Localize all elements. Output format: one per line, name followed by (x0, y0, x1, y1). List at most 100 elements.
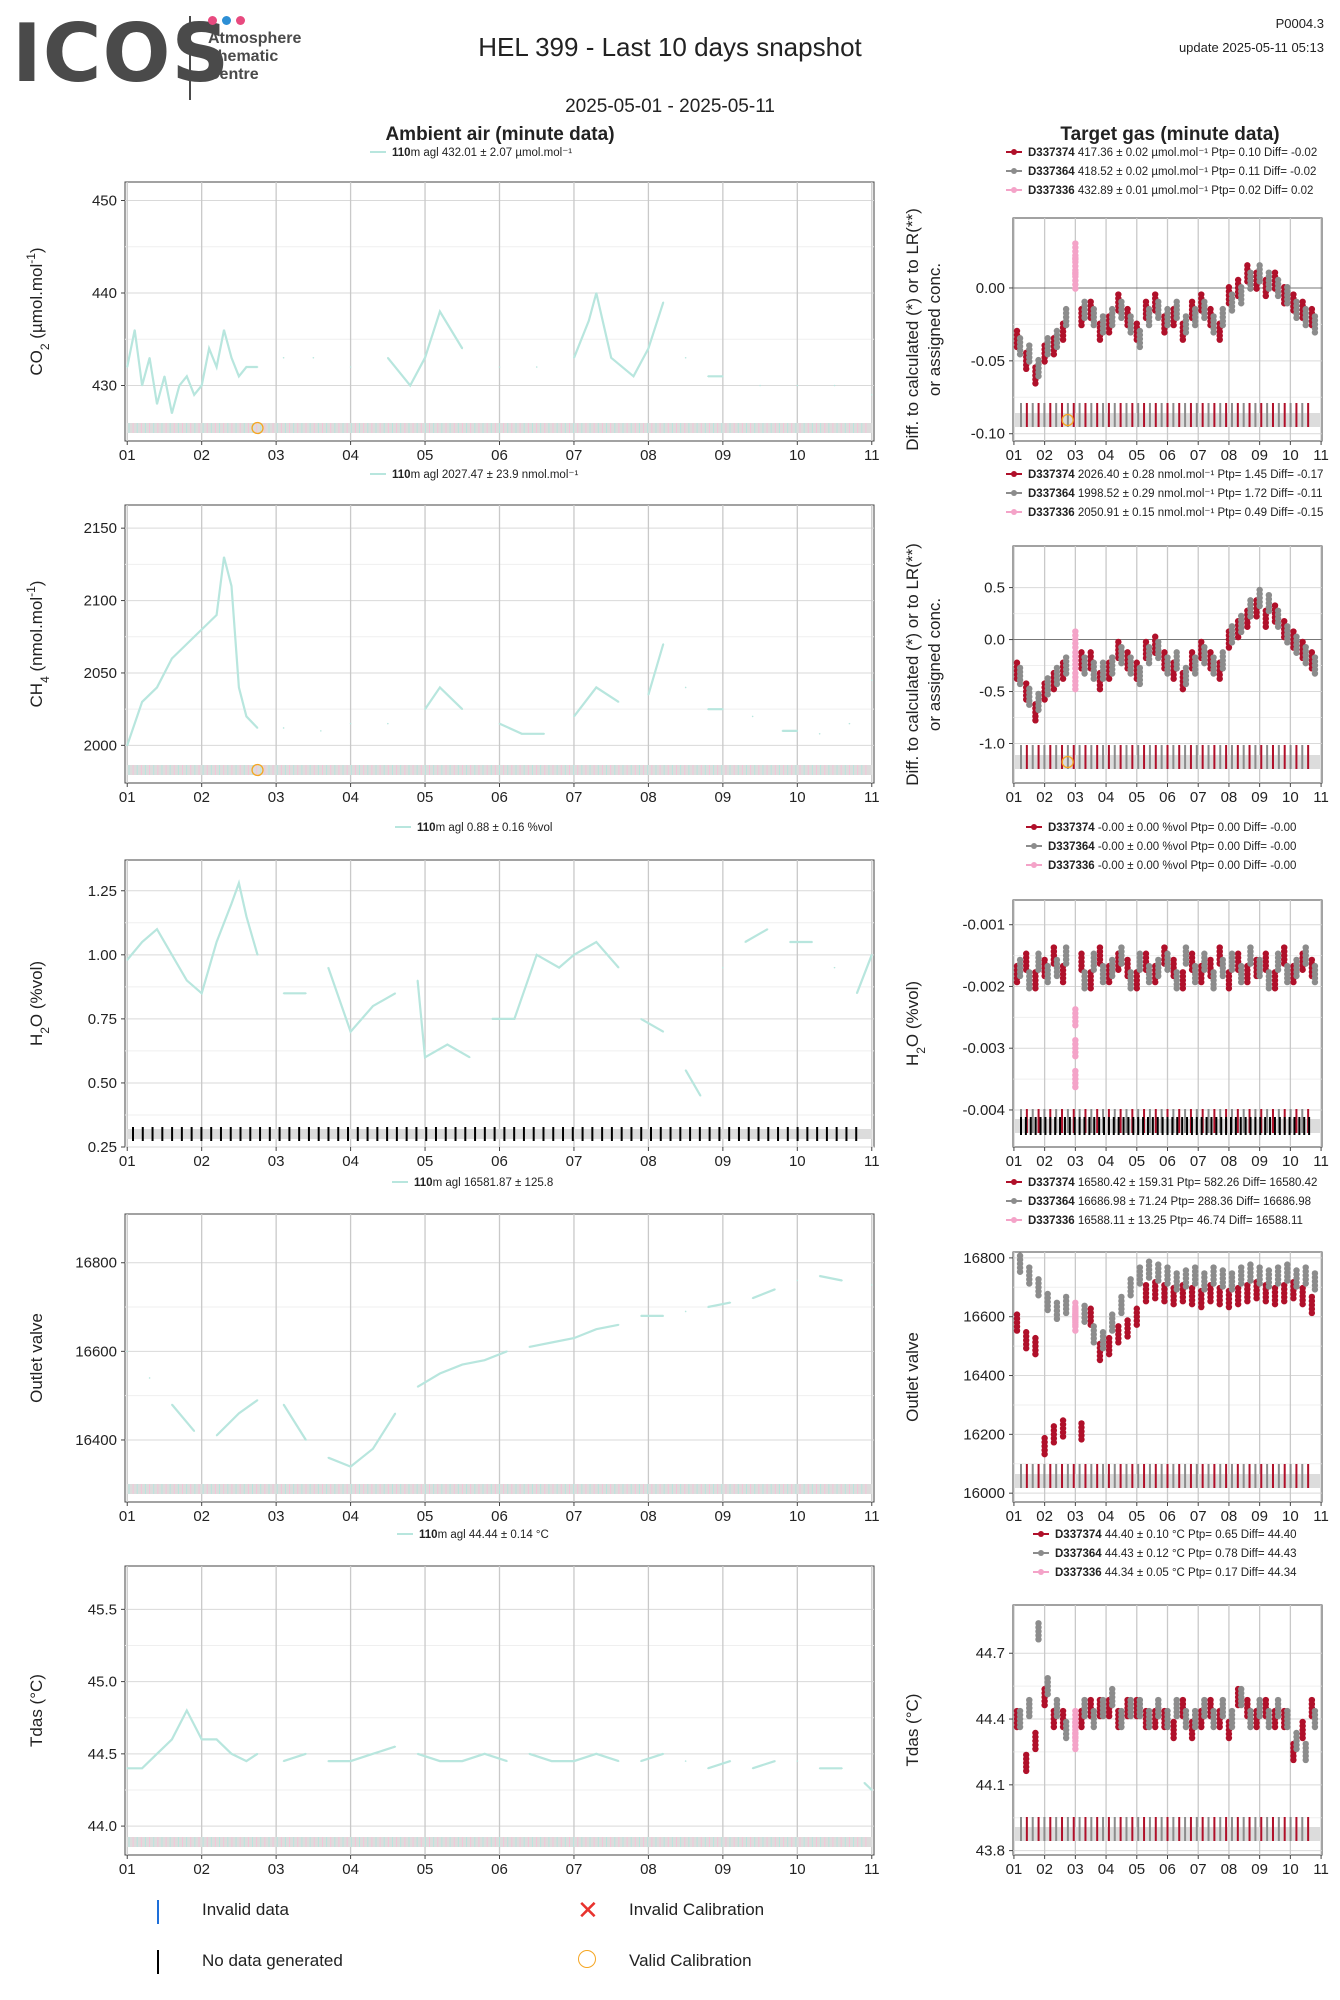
left-panel-4-point (796, 1760, 799, 1762)
left-panel-4-point (156, 1753, 158, 1755)
right-panel-0-point-D337364 (1274, 292, 1282, 300)
right-panel-1-legend-text: D337364 1998.52 ± 0.29 nmol.mol⁻¹ Ptp= 1… (1028, 488, 1323, 500)
right-panel-2-point-D337374 (1225, 985, 1233, 992)
right-panel-4-point-D337374 (1198, 1723, 1205, 1731)
right-panel-3-point-D337364 (1145, 1274, 1153, 1281)
left-panel-3-point (282, 1403, 285, 1406)
invalid-data-label: Invalid data (202, 1900, 289, 1919)
left-panel-4-point (595, 1753, 598, 1755)
right-panel-2-point-D337364 (1016, 972, 1024, 980)
right-panel-1-point-D337364 (1238, 628, 1245, 636)
right-panel-0-xtick-label: 04 (1098, 447, 1115, 464)
ambient-column-title: Ambient air (minute data) (385, 124, 615, 145)
right-panel-0-point-D337364 (1053, 343, 1061, 351)
left-panel-4-point (200, 1738, 203, 1741)
left-panel-4-point (372, 1753, 374, 1755)
left-panel-4-point (528, 1753, 531, 1755)
left-panel-0-point (215, 366, 218, 368)
right-panel-1-point-D337374 (1234, 633, 1242, 641)
right-panel-1-xtick-label: 06 (1159, 789, 1176, 806)
right-panel-0-point-D337364 (1109, 321, 1116, 329)
left-panel-1-point (215, 614, 218, 616)
left-panel-3-xtick-label: 04 (342, 1508, 359, 1525)
right-panel-3-point-D337364 (1265, 1283, 1273, 1290)
left-panel-4-point (171, 1738, 173, 1741)
right-panel-0-point-D337364 (1099, 329, 1107, 336)
left-panel-1-point (751, 715, 754, 718)
left-panel-0-xtick-label: 04 (342, 447, 359, 464)
left-panel-3-point (483, 1359, 486, 1362)
left-panel-4-point (870, 1789, 873, 1791)
left-panel-4-ytick-label: 44.5 (88, 1746, 117, 1763)
right-panel-1-xtick-label: 03 (1067, 789, 1084, 806)
right-panel-0-point-D337364 (1026, 358, 1033, 365)
right-panel-0-xtick-label: 05 (1128, 447, 1145, 464)
left-panel-3-point (774, 1288, 776, 1291)
right-panel-3-point-D337364 (1044, 1306, 1051, 1314)
left-panel-4-point (573, 1760, 575, 1762)
right-panel-2-point-D337364 (1090, 966, 1097, 973)
right-panel-1-point-D337374 (1105, 675, 1113, 682)
logo-dot-blue (222, 16, 231, 25)
left-panel-1-point (707, 708, 709, 710)
left-panel-3-point (256, 1399, 259, 1401)
left-panel-2-point (424, 1056, 426, 1059)
left-panel-3-point (327, 1456, 330, 1459)
right-panel-1-point-D337364 (1145, 659, 1153, 667)
left-panel-0-xtick-label: 06 (491, 447, 508, 464)
left-panel-3-xtick-label: 06 (491, 1508, 508, 1525)
left-panel-1-point (126, 744, 129, 747)
left-panel-3-xtick-label: 07 (566, 1508, 583, 1525)
left-panel-1-point (521, 732, 523, 735)
right-panel-3-point-D337374 (1059, 1433, 1067, 1440)
right-panel-1-point-D337374 (1170, 675, 1177, 682)
right-panel-3-point-D337374 (1105, 1350, 1113, 1358)
right-panel-3-xtick-label: 03 (1067, 1508, 1084, 1525)
left-panel-0-point (256, 366, 259, 368)
left-panel-1-point (424, 708, 426, 710)
left-panel-2-xtick-label: 08 (640, 1153, 657, 1170)
right-panel-3-point-D337364 (1173, 1286, 1180, 1293)
left-panel-0-point (193, 393, 196, 396)
right-panel-4-point-D337364 (1062, 1734, 1070, 1742)
left-panel-2-point (811, 941, 814, 943)
left-panel-4-point (305, 1753, 307, 1755)
left-panel-0-point (498, 366, 501, 368)
left-panel-4-ytick-label: 44.0 (88, 1818, 117, 1835)
right-panel-0-point-D337364 (1118, 314, 1125, 322)
left-panel-2-xtick-label: 10 (789, 1153, 806, 1170)
right-panel-3-point-D337364 (1026, 1280, 1033, 1287)
left-panel-3-point (171, 1403, 173, 1406)
right-panel-3-point-D337364 (1284, 1277, 1291, 1284)
right-panel-3-point-D337374 (1096, 1356, 1104, 1364)
right-panel-3-point-D337374 (1262, 1297, 1269, 1305)
left-panel-2-point (215, 941, 218, 943)
right-panel-2-point-D337364 (1044, 978, 1051, 986)
left-panel-0-xtick-label: 09 (715, 447, 732, 464)
left-panel-0-xtick-label: 07 (566, 447, 583, 464)
right-panel-3-point-D337364 (1219, 1283, 1226, 1290)
left-panel-2-point (200, 992, 203, 995)
left-panel-1-valid-calibration (251, 763, 264, 777)
right-panel-2-ytick-label: -0.001 (962, 917, 1005, 934)
left-panel-4-xtick-label: 05 (417, 1861, 434, 1878)
right-panel-4-point-D337364 (1265, 1723, 1273, 1731)
right-panel-3-ylabel: Outlet valve (903, 1332, 922, 1422)
right-panel-4-point-D337364 (1053, 1712, 1061, 1720)
right-panel-4-point-D337364 (1182, 1723, 1190, 1731)
right-panel-1-ylabel: Diff. to calculated (*) or to LR(**) (903, 543, 922, 786)
right-panel-0-point-D337374 (1253, 285, 1260, 292)
no-data-label: No data generated (202, 1951, 343, 1970)
left-panel-4-xtick-label: 07 (566, 1861, 583, 1878)
right-panel-0-point-D337364 (1302, 321, 1309, 329)
right-panel-2-point-D337364 (1026, 985, 1033, 992)
right-panel-4-point-D337364 (1035, 1636, 1042, 1643)
left-panel-4-point (774, 1760, 776, 1762)
left-panel-0-point (759, 384, 761, 387)
left-panel-3-point (439, 1372, 441, 1375)
right-panel-4-ytick-label: 44.1 (976, 1777, 1005, 1794)
right-panel-2-xtick-label: 05 (1128, 1153, 1145, 1170)
left-panel-0-point (662, 301, 665, 304)
right-panel-0-xtick-label: 09 (1251, 447, 1268, 464)
